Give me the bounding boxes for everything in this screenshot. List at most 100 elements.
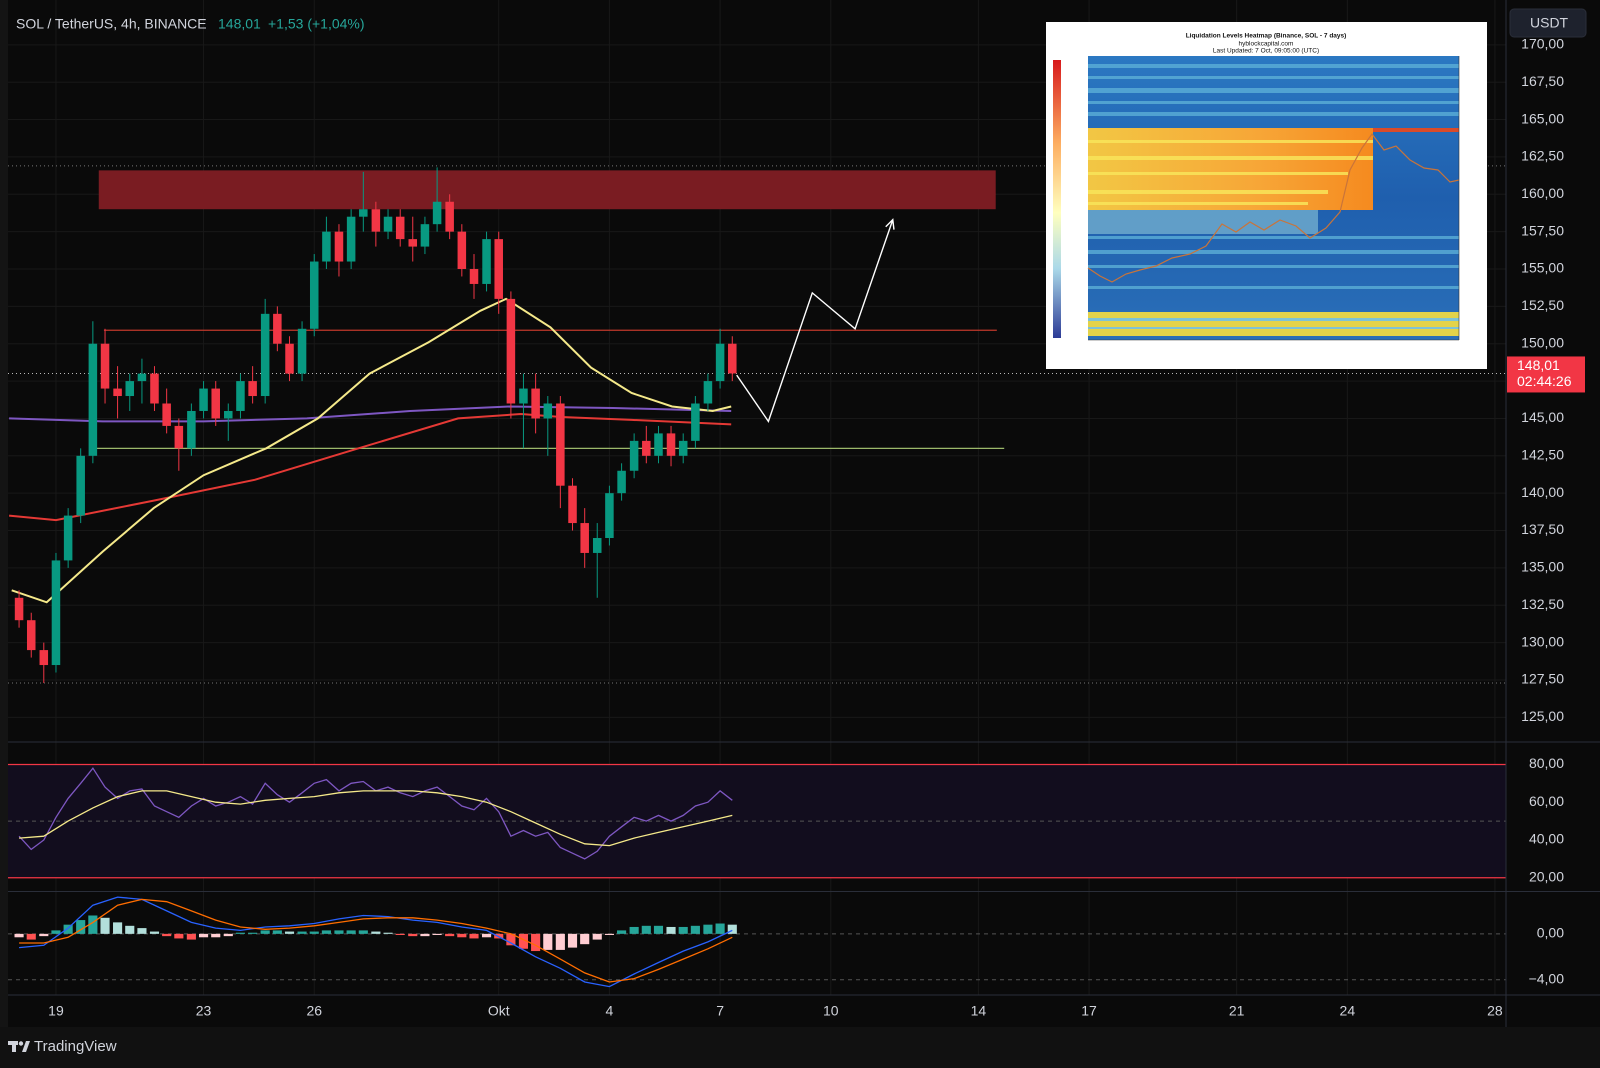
histogram-bar bbox=[629, 926, 639, 934]
inset-hot-stripes bbox=[1088, 140, 1373, 205]
histogram-bar bbox=[703, 924, 713, 934]
rsi-pane bbox=[8, 763, 1506, 879]
candle-body bbox=[642, 440, 651, 456]
inset-low-stripes bbox=[1088, 318, 1459, 329]
histogram-bar bbox=[666, 926, 676, 934]
x-tick-label: 26 bbox=[306, 1003, 322, 1019]
histogram-bar bbox=[162, 933, 172, 937]
candle-body bbox=[150, 373, 159, 404]
candle-body bbox=[88, 343, 98, 456]
candle-body bbox=[309, 261, 319, 329]
histogram-bar bbox=[186, 933, 196, 940]
histogram-bar bbox=[260, 930, 270, 934]
candle-body bbox=[63, 515, 73, 561]
histogram-bar bbox=[113, 922, 123, 934]
y-tick-label: 0,00 bbox=[1537, 925, 1564, 941]
header-change: +1,53 (+1,04%) bbox=[268, 16, 365, 32]
histogram-bar bbox=[518, 933, 529, 949]
y-tick-label: 167,50 bbox=[1521, 73, 1564, 89]
y-tick-label: 165,00 bbox=[1521, 110, 1564, 126]
candle-body bbox=[654, 433, 663, 456]
projection-path bbox=[736, 219, 894, 423]
histogram-bar bbox=[604, 933, 614, 935]
y-tick-label: 130,00 bbox=[1521, 633, 1564, 649]
candle-body bbox=[666, 433, 676, 456]
candle-body bbox=[26, 620, 36, 651]
x-tick-label: 21 bbox=[1229, 1003, 1245, 1019]
histogram-bar bbox=[420, 933, 430, 937]
candle-body bbox=[556, 403, 565, 486]
candle-body bbox=[297, 328, 307, 374]
inset-price-path bbox=[1087, 132, 1460, 283]
histogram-bar bbox=[395, 933, 405, 935]
y-tick-label: 60,00 bbox=[1529, 793, 1564, 809]
y-tick-label: 40,00 bbox=[1529, 831, 1564, 847]
moving-average bbox=[11, 297, 732, 604]
candle-body bbox=[39, 650, 49, 666]
candle-body bbox=[260, 313, 270, 397]
currency-button[interactable]: USDT bbox=[1509, 8, 1587, 38]
histogram-bar bbox=[272, 930, 282, 934]
histogram-bar bbox=[555, 933, 565, 950]
histogram-bar bbox=[457, 933, 467, 938]
heatmap-inset: Liquidation Levels Heatmap (Binance, SOL… bbox=[1046, 22, 1487, 369]
inset-colorbar bbox=[1053, 60, 1061, 338]
candle-body bbox=[420, 224, 430, 247]
candle-body bbox=[482, 239, 491, 284]
histogram-bar bbox=[88, 915, 98, 934]
y-tick-label: 142,50 bbox=[1521, 447, 1564, 463]
candle-body bbox=[211, 388, 220, 419]
macd-pane bbox=[8, 896, 1506, 988]
candle-body bbox=[543, 403, 553, 419]
histogram-bar bbox=[506, 933, 516, 946]
x-tick-label: 24 bbox=[1340, 1003, 1356, 1019]
axes: 19 23 26 Okt 4 7 10 14 17 21 24 28 125,00 127,50 130,0… bbox=[48, 36, 1564, 1019]
candle-body bbox=[408, 239, 418, 247]
candle-body bbox=[506, 298, 516, 404]
inset-title: Liquidation Levels Heatmap (Binance, SOL… bbox=[1186, 33, 1347, 40]
histogram-bar bbox=[334, 930, 344, 934]
histogram-bar bbox=[235, 932, 246, 934]
histogram-bar bbox=[408, 933, 418, 937]
header-price: 148,01 bbox=[218, 16, 261, 32]
histogram-bar bbox=[137, 928, 147, 934]
countdown-label: 02:44:26 bbox=[1517, 373, 1572, 389]
candle-body bbox=[100, 343, 110, 389]
currency-button-bg[interactable] bbox=[1509, 8, 1587, 38]
candle-body bbox=[248, 381, 257, 397]
x-tick-label: 14 bbox=[971, 1003, 987, 1019]
candle-body bbox=[76, 455, 85, 516]
histogram-bar bbox=[715, 923, 725, 934]
currency-label[interactable]: USDT bbox=[1530, 15, 1569, 31]
candle-body bbox=[728, 343, 737, 374]
candle-body bbox=[678, 440, 688, 456]
histogram-bar bbox=[309, 931, 319, 934]
x-tick-label: Okt bbox=[488, 1003, 510, 1019]
histogram-bar bbox=[432, 933, 442, 935]
inset-level bbox=[1373, 128, 1459, 132]
x-tick-label: 17 bbox=[1081, 1003, 1097, 1019]
candle-body bbox=[715, 343, 725, 382]
y-tick-label: 135,00 bbox=[1521, 559, 1564, 575]
candle-body bbox=[457, 231, 467, 270]
last-price-label: 148,01 bbox=[1517, 357, 1560, 373]
inset-source: hyblockcapital.com bbox=[1239, 41, 1294, 48]
candle-body bbox=[322, 231, 331, 262]
candle-body bbox=[162, 403, 171, 426]
y-tick-label: 145,00 bbox=[1521, 409, 1564, 425]
histogram-bar bbox=[63, 924, 73, 934]
candle-body bbox=[371, 209, 381, 232]
candle-body bbox=[395, 216, 405, 240]
histogram-bar bbox=[617, 930, 627, 934]
candle-body bbox=[519, 388, 528, 404]
histogram-bar bbox=[211, 933, 221, 938]
y-tick-label: −4,00 bbox=[1529, 970, 1565, 986]
x-tick-label: 19 bbox=[48, 1003, 64, 1019]
y-tick-label: 160,00 bbox=[1521, 185, 1564, 201]
histogram-bar bbox=[248, 932, 258, 934]
symbol-title: SOL / TetherUS, 4h, BINANCE bbox=[16, 16, 207, 32]
histogram-bar bbox=[653, 925, 664, 934]
x-tick-label: 10 bbox=[823, 1003, 839, 1019]
